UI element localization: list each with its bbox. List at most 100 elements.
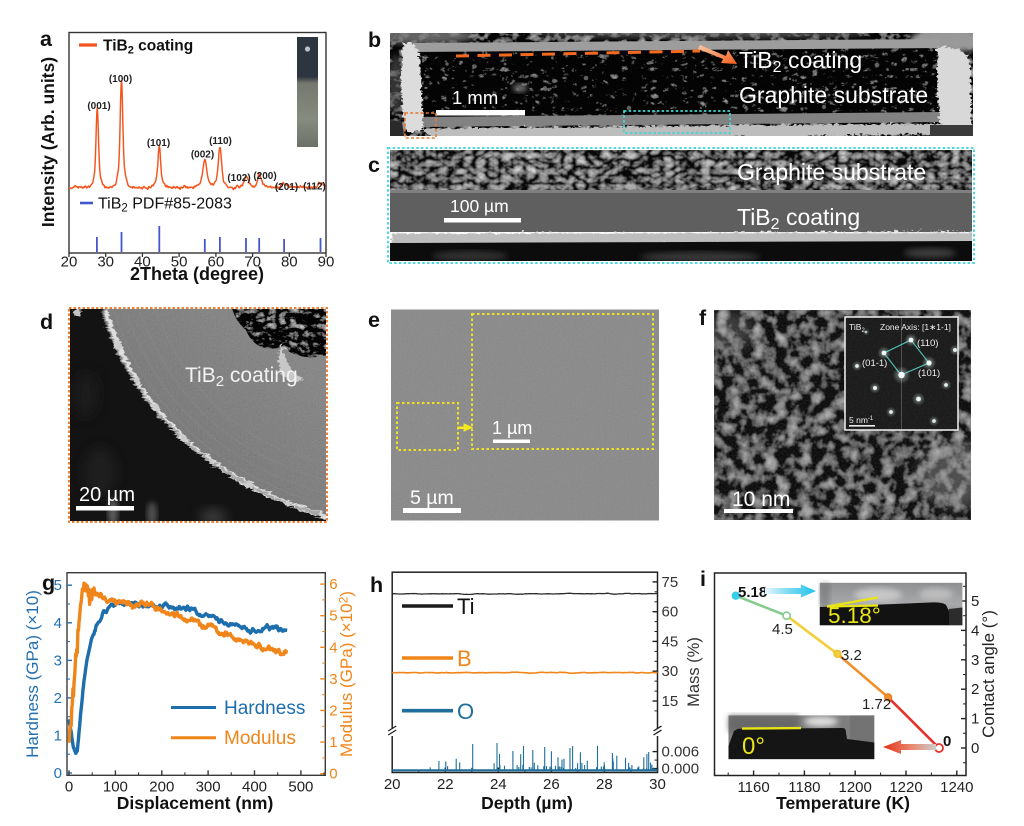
svg-text:60: 60 (662, 604, 679, 621)
svg-text:100 µm: 100 µm (450, 196, 509, 216)
svg-text:0°: 0° (742, 733, 765, 760)
svg-text:1220: 1220 (889, 779, 922, 796)
svg-text:75: 75 (662, 574, 679, 591)
svg-text:2: 2 (971, 681, 979, 698)
svg-text:B: B (457, 646, 472, 671)
svg-text:TiB2 coating: TiB2 coating (185, 364, 298, 390)
svg-text:0: 0 (54, 765, 62, 782)
svg-text:a: a (40, 27, 53, 51)
svg-text:Graphite substrate: Graphite substrate (739, 82, 928, 108)
svg-text:26: 26 (543, 776, 560, 793)
svg-text:40: 40 (134, 254, 151, 271)
svg-text:(101): (101) (147, 138, 170, 149)
svg-text:1160: 1160 (737, 779, 769, 796)
svg-text:60: 60 (208, 254, 225, 271)
svg-text:2Theta (degree): 2Theta (degree) (130, 264, 264, 284)
svg-text:1180: 1180 (788, 779, 820, 796)
svg-text:4: 4 (329, 639, 337, 656)
svg-text:3.2: 3.2 (841, 647, 862, 664)
svg-text:(101): (101) (918, 368, 940, 379)
svg-text:0: 0 (971, 740, 979, 757)
svg-text:3: 3 (54, 652, 62, 669)
svg-text:Mass (%): Mass (%) (685, 637, 703, 707)
svg-text:g: g (42, 571, 55, 595)
svg-text:4: 4 (971, 622, 979, 639)
svg-text:(102): (102) (227, 173, 250, 184)
svg-text:0: 0 (329, 766, 337, 783)
svg-text:Modulus (GPa) (×102): Modulus (GPa) (×102) (337, 591, 357, 757)
svg-text:0.006: 0.006 (662, 744, 700, 761)
svg-text:Intensity (Arb. units): Intensity (Arb. units) (38, 57, 58, 227)
svg-text:1: 1 (971, 711, 979, 728)
svg-text:(01-1): (01-1) (862, 358, 887, 369)
svg-text:20: 20 (61, 254, 78, 271)
svg-text:6: 6 (329, 576, 337, 593)
svg-text:5: 5 (971, 593, 979, 610)
svg-text:b: b (368, 28, 381, 52)
svg-text:5 µm: 5 µm (410, 487, 454, 509)
svg-text:Ti: Ti (457, 594, 475, 619)
svg-text:(001): (001) (87, 101, 110, 112)
svg-text:TiB2: TiB2 (849, 322, 865, 334)
svg-text:4.5: 4.5 (772, 621, 793, 638)
svg-text:3: 3 (971, 652, 979, 669)
svg-text:(110): (110) (209, 136, 232, 147)
svg-text:0.000: 0.000 (662, 761, 700, 778)
svg-text:15: 15 (662, 693, 679, 710)
svg-text:Contact angle (°): Contact angle (°) (979, 610, 998, 738)
svg-text:(201): (201) (275, 182, 298, 193)
svg-text:24: 24 (490, 776, 507, 793)
svg-text:h: h (370, 573, 383, 597)
svg-text:5.18: 5.18 (738, 584, 767, 601)
svg-text:TiB2 PDF#85-2083: TiB2 PDF#85-2083 (98, 196, 232, 215)
svg-text:5: 5 (329, 608, 337, 625)
svg-text:Depth (µm): Depth (µm) (481, 793, 573, 813)
svg-text:i: i (700, 567, 706, 591)
svg-text:80: 80 (281, 254, 298, 271)
svg-text:200: 200 (149, 778, 174, 795)
svg-text:5: 5 (54, 577, 62, 594)
svg-text:30: 30 (662, 663, 679, 680)
svg-text:1240: 1240 (940, 779, 973, 796)
svg-text:4: 4 (54, 615, 62, 632)
svg-text:2: 2 (54, 690, 62, 707)
svg-text:300: 300 (196, 778, 221, 795)
svg-text:TiB2 coating: TiB2 coating (739, 47, 862, 76)
svg-text:1: 1 (329, 734, 337, 751)
svg-text:3: 3 (329, 671, 337, 688)
svg-text:1 µm: 1 µm (492, 418, 532, 438)
svg-text:(200): (200) (253, 171, 276, 182)
svg-text:0: 0 (943, 733, 951, 750)
svg-text:Hardness: Hardness (224, 698, 305, 719)
svg-text:45: 45 (662, 633, 679, 650)
svg-text:1: 1 (54, 728, 62, 745)
svg-text:Displacement (nm): Displacement (nm) (117, 793, 274, 813)
svg-text:Hardness (GPa) (×10): Hardness (GPa) (×10) (23, 590, 42, 758)
svg-text:Graphite substrate: Graphite substrate (737, 159, 926, 185)
svg-text:20: 20 (384, 776, 401, 793)
svg-text:(100): (100) (109, 74, 132, 85)
svg-text:22: 22 (437, 776, 454, 793)
svg-text:50: 50 (171, 254, 188, 271)
svg-text:5 nm-1: 5 nm-1 (849, 415, 874, 425)
svg-text:90: 90 (318, 254, 335, 271)
svg-text:d: d (40, 310, 53, 334)
svg-text:(110): (110) (917, 338, 938, 349)
svg-text:0: 0 (65, 778, 73, 795)
svg-text:TiB2 coating: TiB2 coating (737, 204, 860, 233)
svg-text:Zone Axis: [1∗1-1]: Zone Axis: [1∗1-1] (880, 322, 951, 332)
svg-text:100: 100 (103, 778, 128, 795)
svg-text:20 µm: 20 µm (79, 484, 135, 506)
svg-text:1 mm: 1 mm (452, 87, 498, 108)
svg-text:TiB2 coating: TiB2 coating (103, 38, 193, 57)
svg-text:10 nm: 10 nm (732, 488, 790, 511)
svg-text:f: f (699, 306, 707, 330)
svg-text:(002): (002) (191, 150, 214, 161)
svg-text:28: 28 (596, 776, 613, 793)
svg-text:c: c (368, 153, 380, 177)
svg-text:Temperature (K): Temperature (K) (776, 793, 910, 813)
svg-text:1.72: 1.72 (862, 696, 891, 713)
svg-text:O: O (457, 699, 474, 724)
svg-text:30: 30 (649, 776, 666, 793)
svg-text:Modulus: Modulus (224, 728, 296, 749)
